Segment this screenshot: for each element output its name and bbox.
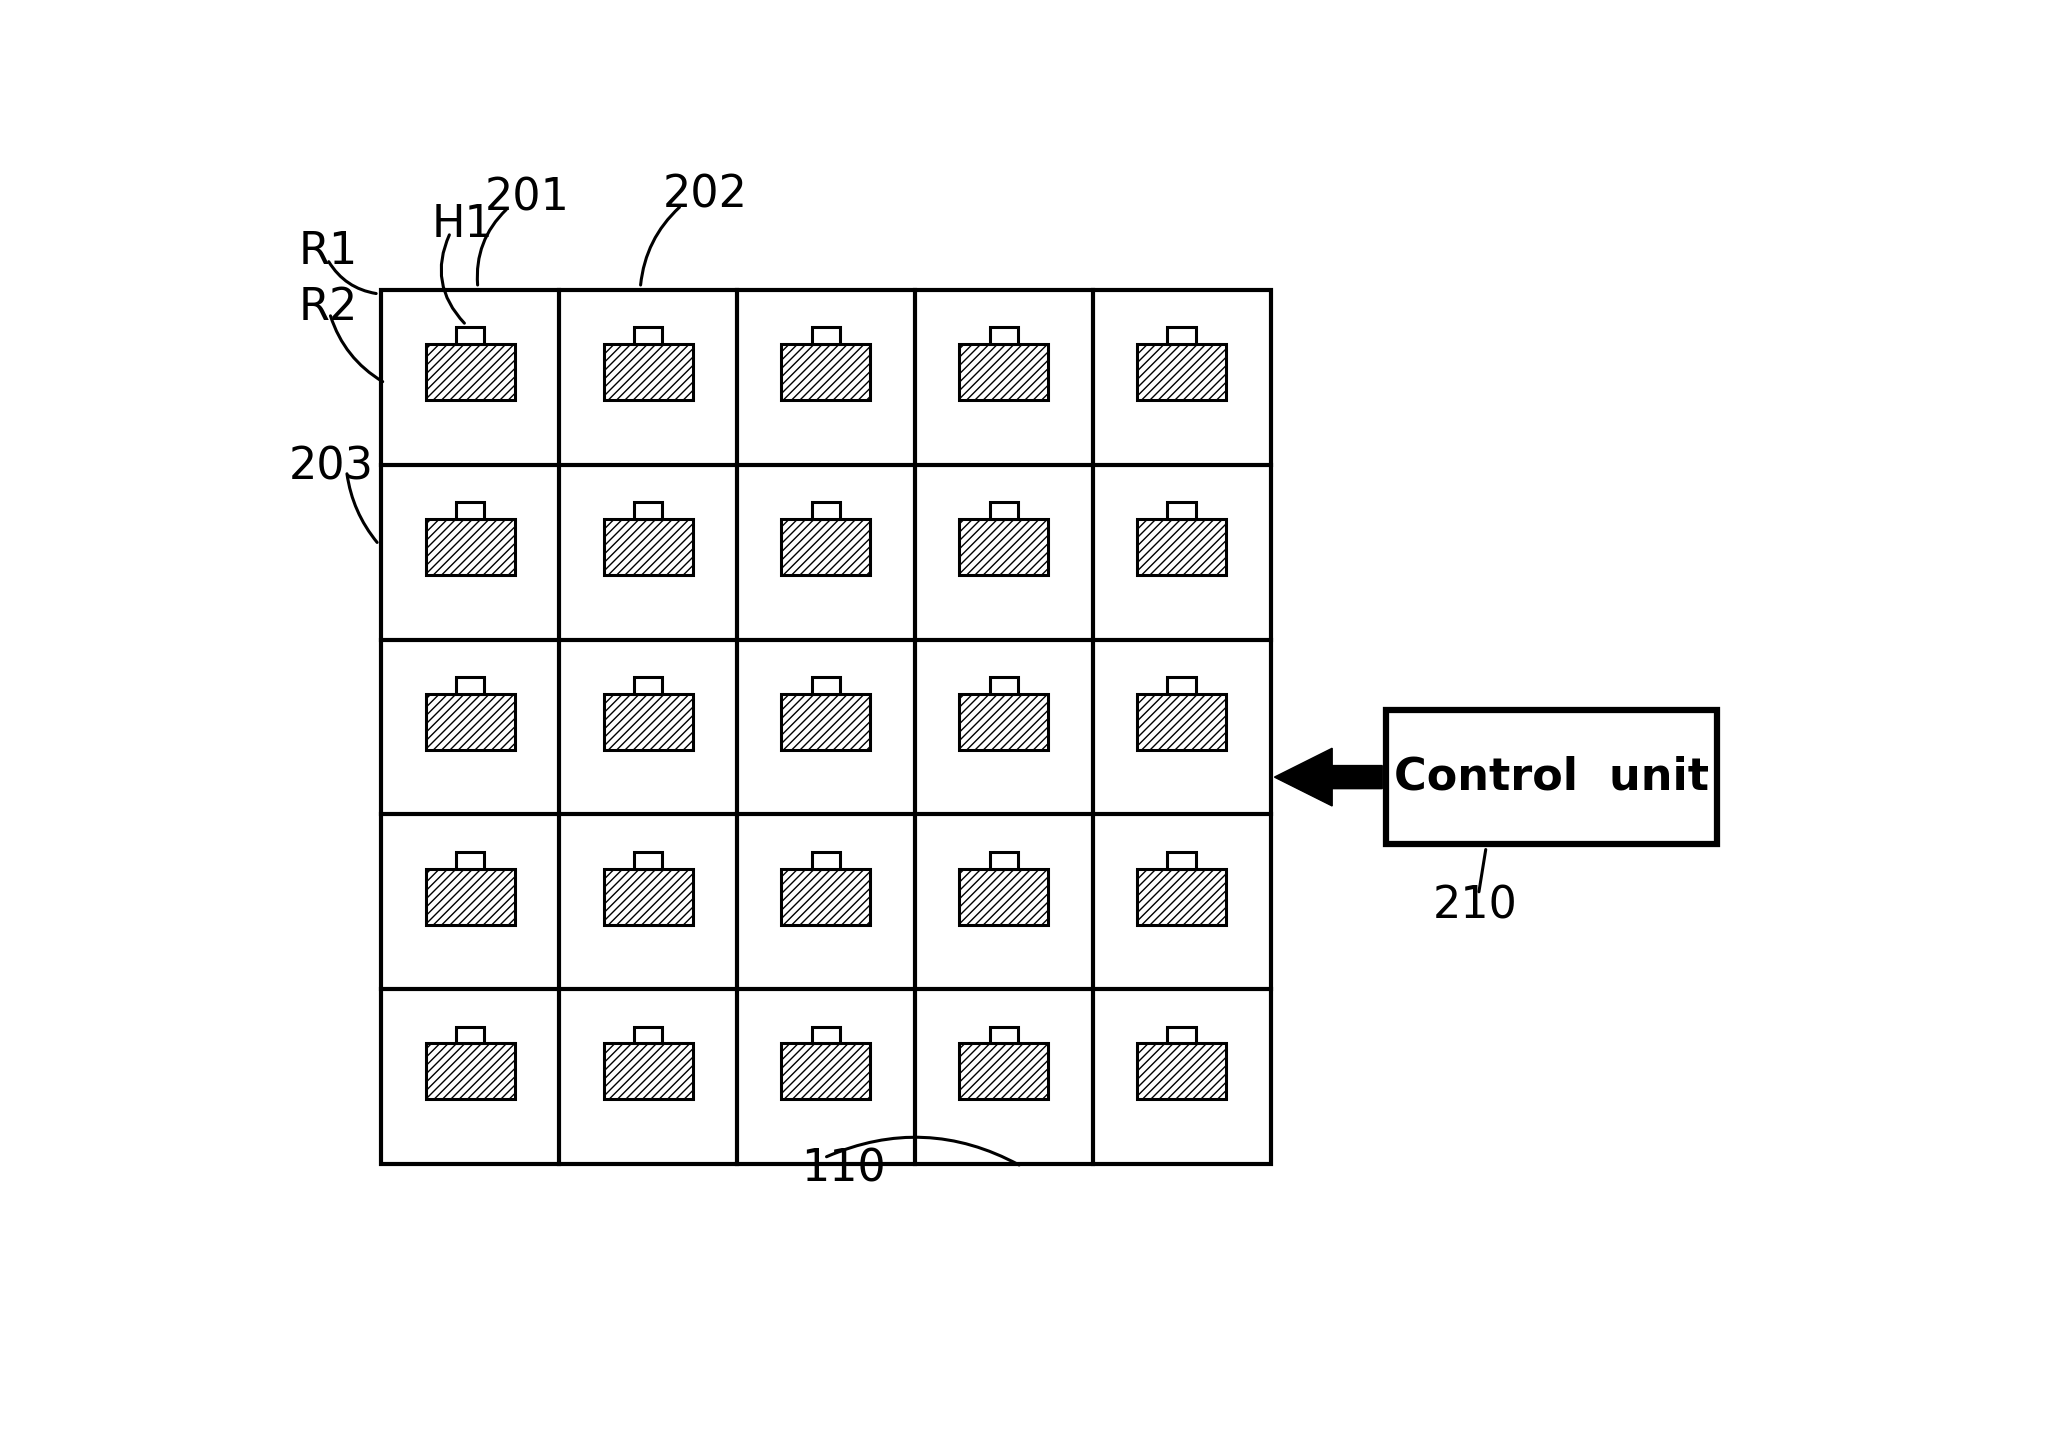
Text: 202: 202	[661, 174, 748, 216]
Bar	[1386, 709, 1717, 845]
Text: R1: R1	[298, 231, 357, 273]
Bar	[990, 502, 1019, 519]
Bar	[959, 345, 1048, 401]
Bar	[635, 502, 661, 519]
Bar	[1138, 868, 1226, 924]
Bar	[781, 694, 871, 750]
Bar	[990, 327, 1019, 345]
Bar	[456, 1027, 485, 1044]
Text: Control  unit: Control unit	[1395, 756, 1709, 799]
Bar	[781, 519, 871, 575]
Bar	[456, 327, 485, 345]
Bar	[456, 678, 485, 694]
FancyArrow shape	[1273, 748, 1382, 806]
Bar	[604, 694, 692, 750]
Bar	[811, 327, 840, 345]
Bar	[1167, 327, 1195, 345]
Bar	[604, 1044, 692, 1099]
Bar	[604, 868, 692, 924]
Bar	[990, 852, 1019, 868]
Bar	[990, 1027, 1019, 1044]
Bar	[1138, 694, 1226, 750]
Text: 201: 201	[485, 176, 571, 219]
Bar	[456, 852, 485, 868]
Bar	[635, 327, 661, 345]
Bar	[1138, 345, 1226, 401]
Text: H1: H1	[431, 203, 493, 247]
Bar	[1167, 502, 1195, 519]
Bar	[382, 290, 1271, 1164]
Bar	[781, 345, 871, 401]
Bar	[811, 1027, 840, 1044]
Bar	[811, 502, 840, 519]
Text: 203: 203	[290, 446, 374, 489]
Bar	[959, 1044, 1048, 1099]
Bar	[604, 519, 692, 575]
Bar	[635, 1027, 661, 1044]
Bar	[425, 1044, 516, 1099]
Bar	[781, 1044, 871, 1099]
Bar	[1138, 519, 1226, 575]
Bar	[959, 868, 1048, 924]
Text: 110: 110	[801, 1148, 885, 1191]
Bar	[811, 852, 840, 868]
Bar	[635, 852, 661, 868]
Bar	[811, 678, 840, 694]
Bar	[990, 678, 1019, 694]
Bar	[425, 694, 516, 750]
Bar	[1167, 852, 1195, 868]
Bar	[781, 868, 871, 924]
Bar	[1138, 1044, 1226, 1099]
Bar	[1167, 1027, 1195, 1044]
Bar	[959, 519, 1048, 575]
Bar	[959, 694, 1048, 750]
Bar	[635, 678, 661, 694]
Bar	[1167, 678, 1195, 694]
Bar	[604, 345, 692, 401]
Bar	[425, 868, 516, 924]
Text: R2: R2	[298, 286, 357, 329]
Bar	[425, 519, 516, 575]
Bar	[425, 345, 516, 401]
Text: 210: 210	[1432, 884, 1518, 927]
Bar	[456, 502, 485, 519]
